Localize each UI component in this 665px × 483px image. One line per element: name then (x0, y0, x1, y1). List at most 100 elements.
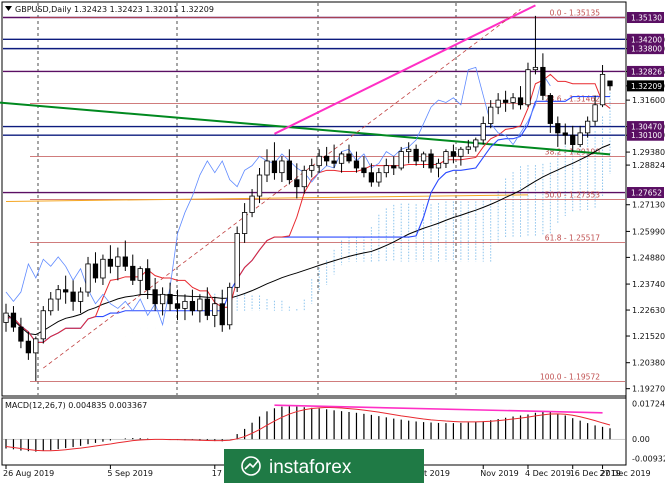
candle-body (107, 258, 114, 267)
price-tick-label: 1.22630 (632, 306, 665, 315)
time-tick-label: 4 Dec 2019 (525, 469, 571, 478)
watermark-background (224, 449, 424, 483)
price-tick-label: 1.21520 (632, 332, 665, 341)
candle (368, 163, 375, 187)
candle (63, 275, 69, 304)
level-price-badge-box (627, 129, 664, 141)
candle-body (599, 73, 606, 106)
level-price-badge-box (627, 33, 664, 45)
candle (435, 158, 442, 178)
candle (316, 149, 322, 173)
level-price-badge: 1.33800 (627, 43, 664, 55)
candle-body (465, 146, 471, 150)
price-tick-label: 1.20380 (632, 359, 665, 368)
candle-body (584, 120, 591, 134)
candle-body (286, 160, 292, 181)
candle (115, 247, 121, 281)
candle (122, 240, 128, 271)
level-price-badge-label: 1.32826 (631, 67, 662, 76)
candle-body (100, 258, 106, 279)
level-price-badge: 1.30100 (627, 129, 664, 141)
level-price-badge-label: 1.34200 (631, 35, 662, 44)
candle-body (510, 97, 516, 103)
candle-body (294, 179, 300, 188)
price-tick-label: 1.19270 (632, 385, 665, 394)
time-tick-label: 16 Dec 2019 (570, 469, 621, 478)
candle (346, 144, 352, 164)
candle (361, 156, 367, 178)
candle (353, 151, 360, 173)
candle (495, 93, 501, 115)
candle (107, 245, 114, 274)
candle (450, 144, 457, 164)
macd-indicator: 0.017245 0.00 -0.009321 (3, 400, 665, 463)
candle (413, 144, 419, 166)
level-price-badge-label: 1.33800 (631, 45, 662, 54)
candle (70, 280, 76, 311)
candle-body (63, 289, 69, 293)
current-price-badge: 1.32209 (627, 80, 664, 92)
candle (256, 167, 263, 204)
instaforex-watermark: instaforex (224, 449, 424, 483)
candle (555, 116, 561, 147)
candle-body (204, 298, 210, 316)
time-tick-label: 26 Aug 2019 (3, 469, 54, 478)
macd-tick-label: 0.017245 (632, 400, 665, 409)
level-price-badge-box (627, 121, 664, 133)
candle-body (10, 312, 17, 328)
candle (599, 65, 606, 108)
time-tick-label: 9 Oct 2019 (406, 469, 450, 478)
candle-body (25, 340, 32, 354)
candle (406, 142, 412, 164)
candle-body (40, 310, 46, 340)
price-tick-label: 1.29380 (632, 148, 665, 157)
symbol-arrow-icon (5, 6, 12, 11)
candle (398, 146, 404, 171)
candle-body (249, 195, 255, 213)
fib-level-label: 61.8 - 1.25517 (545, 233, 600, 242)
time-tick-label: 5 Sep 2019 (107, 469, 153, 478)
candle (540, 53, 546, 101)
candle-body (92, 263, 99, 279)
candle (159, 287, 166, 316)
candle (18, 317, 24, 349)
candle-body (234, 233, 240, 288)
candle-body (301, 169, 307, 188)
candle-body (376, 172, 382, 183)
candle-body (279, 160, 285, 174)
candle (391, 156, 397, 176)
candle-body (525, 69, 531, 106)
candle (167, 282, 173, 311)
fib-level-label: 0.0 - 1.35135 (550, 8, 601, 17)
candle (3, 303, 9, 332)
candle-body (607, 80, 613, 87)
candle (324, 146, 330, 166)
candle (92, 252, 99, 283)
candle-body (391, 165, 397, 169)
candle-body (241, 212, 248, 234)
candle (443, 149, 449, 168)
candle (152, 277, 158, 311)
candle (100, 254, 106, 286)
symbol-title: GBPUSD,Daily (15, 5, 72, 14)
candle-body (324, 155, 330, 162)
candle-body (309, 165, 315, 171)
kijun-sen-line (6, 96, 610, 343)
candle-body (55, 289, 61, 300)
candle-body (137, 268, 143, 281)
macd-signal-line (5, 406, 611, 452)
green-trendline (0, 101, 611, 156)
candle (241, 203, 248, 243)
candle (584, 116, 591, 138)
orange-curve (5, 194, 528, 202)
tenkan-sen-line (6, 73, 611, 343)
candle-body (346, 153, 352, 162)
candle (85, 256, 91, 297)
candle-body (145, 268, 151, 291)
candle-body (271, 160, 278, 174)
candle-body (264, 160, 270, 176)
candle-body (495, 99, 501, 108)
candle-body (227, 286, 233, 326)
watermark-text: instaforex (269, 457, 352, 478)
